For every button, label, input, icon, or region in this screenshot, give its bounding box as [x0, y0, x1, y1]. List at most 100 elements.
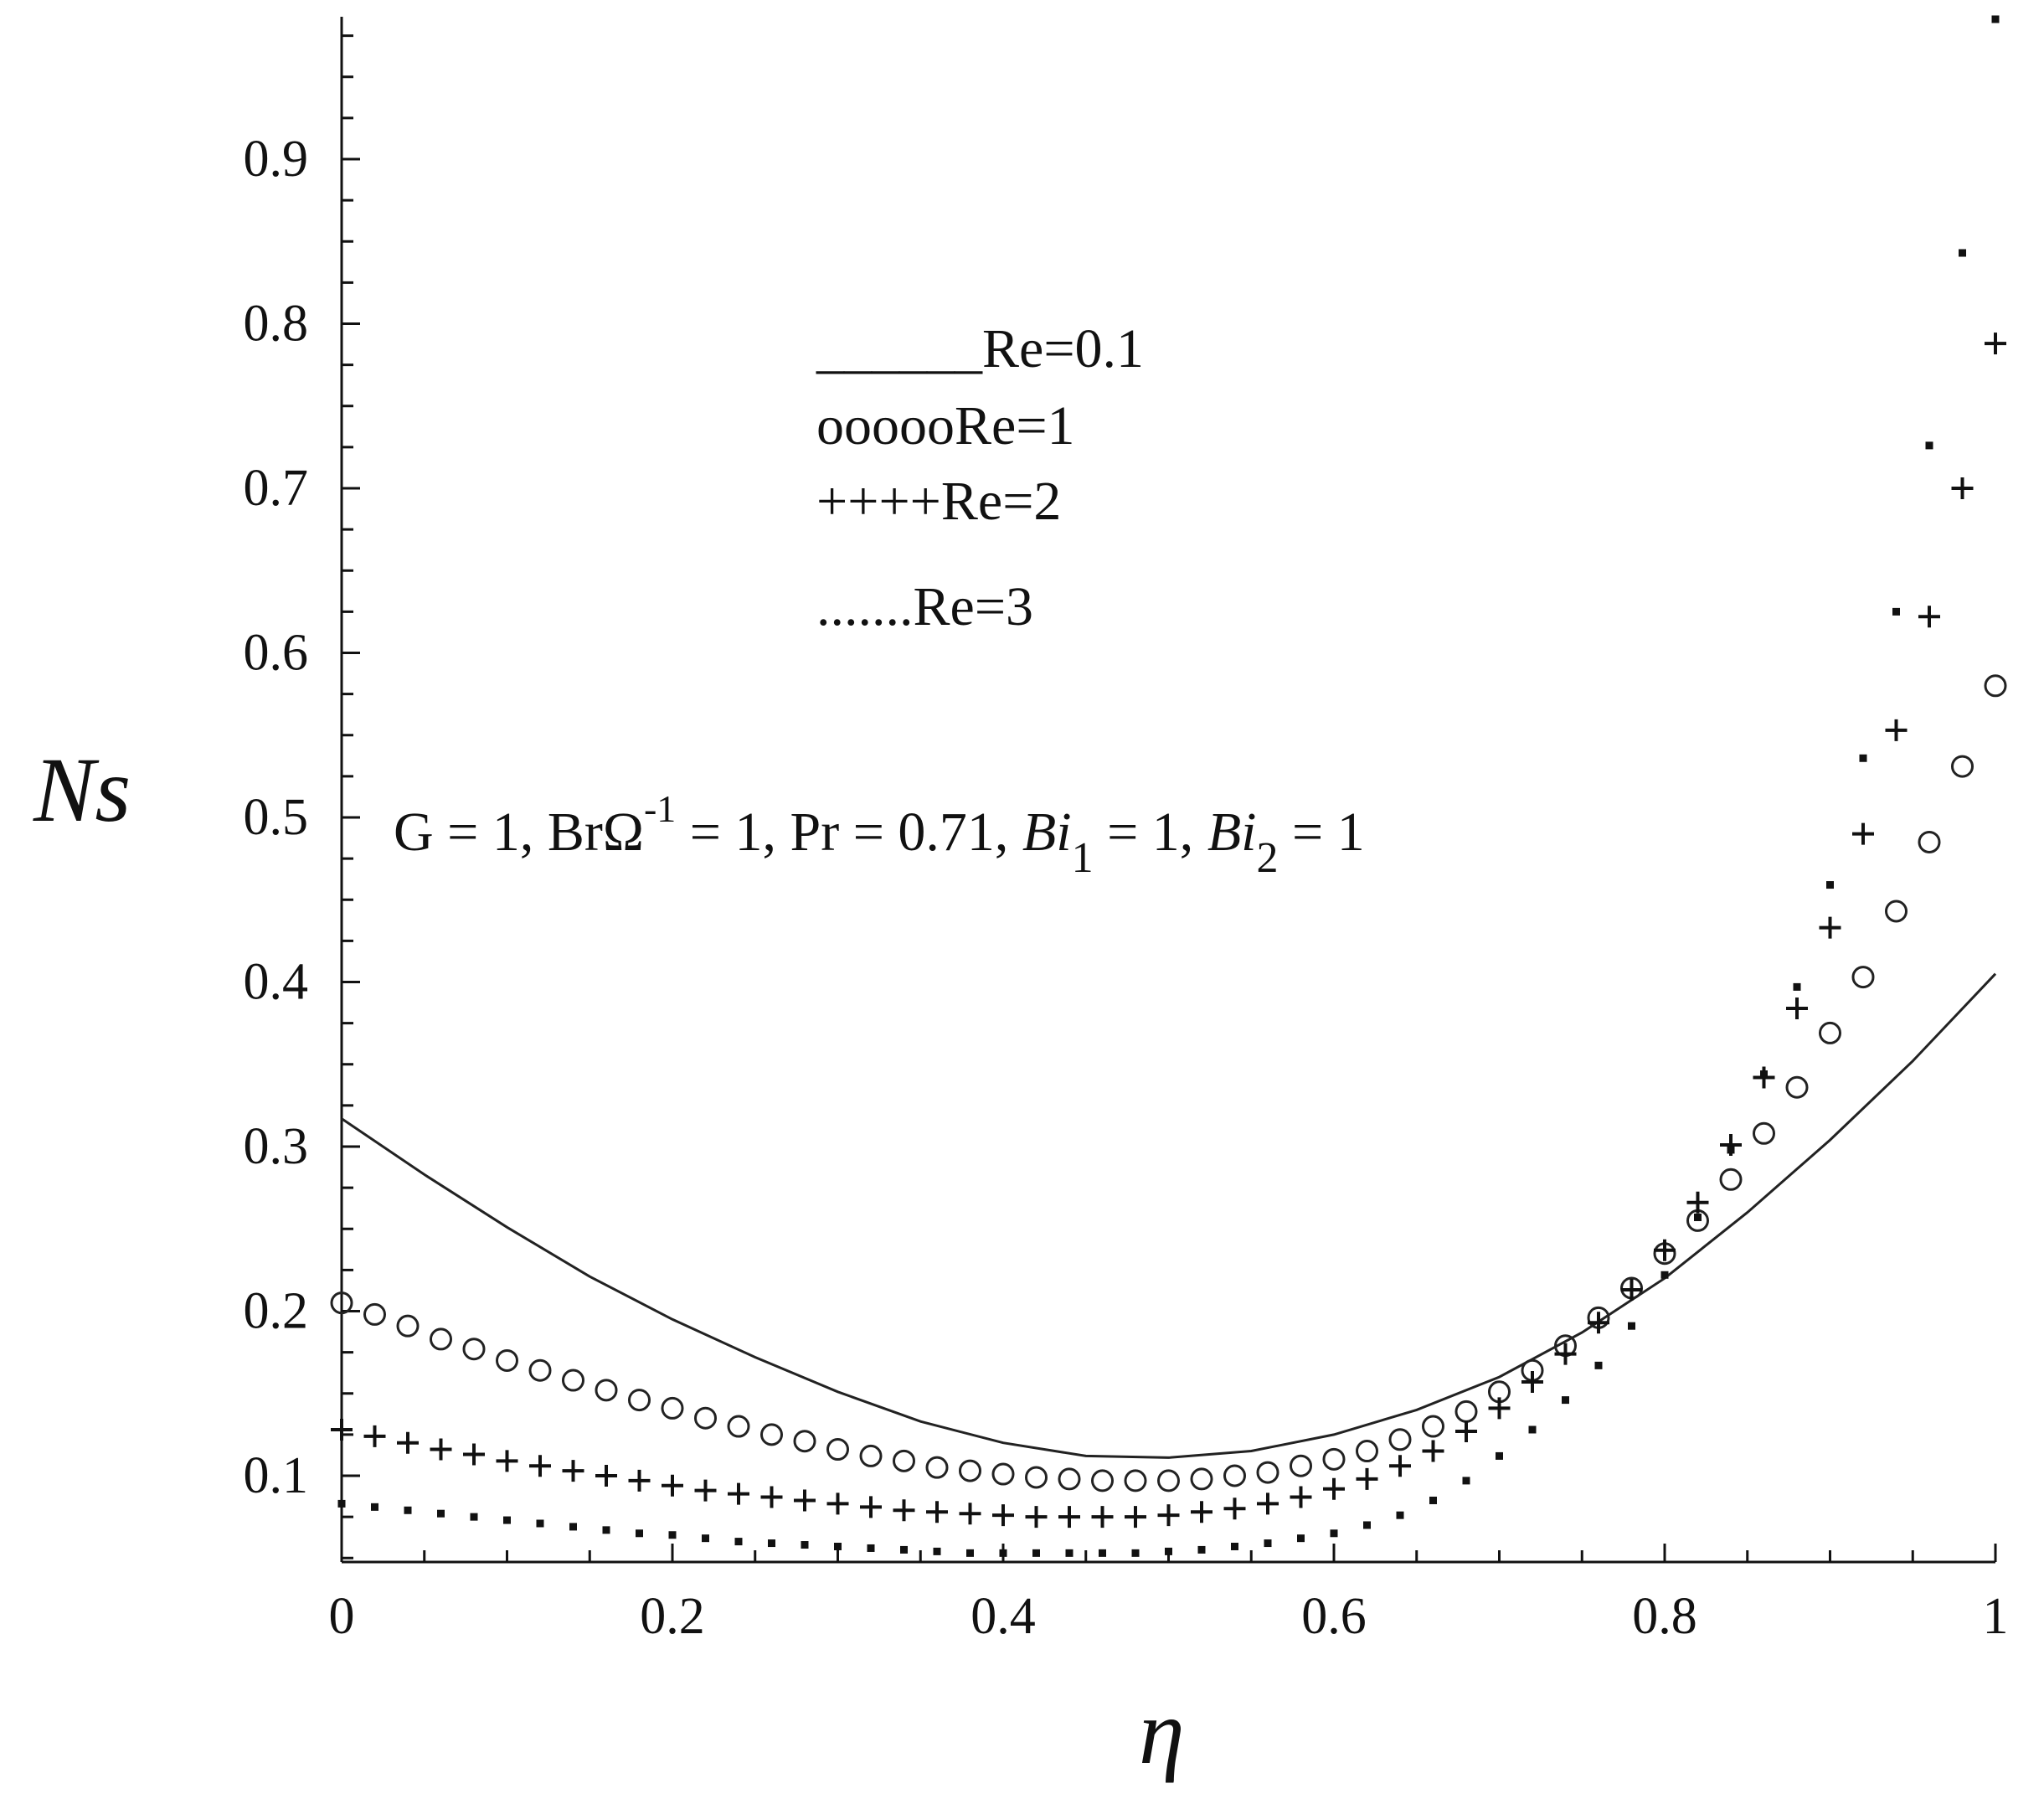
data-point	[1323, 1477, 1345, 1500]
data-point	[1363, 1521, 1371, 1529]
data-point	[463, 1443, 485, 1466]
data-point	[562, 1369, 584, 1392]
parameter-annotation: G = 1, BrΩ-1 = 1, Pr = 0.71, Bi1 = 1, Bi…	[394, 787, 1365, 882]
legend-entry-re-0-1: ______Re=0.1	[816, 318, 1144, 379]
data-point	[1620, 1278, 1643, 1301]
plot-area	[330, 15, 2007, 1557]
series-line	[341, 972, 1997, 1459]
data-point	[1554, 1343, 1577, 1365]
data-point	[1157, 1469, 1180, 1492]
data-point	[1396, 1511, 1404, 1519]
x-tick-label: 0.6	[1301, 1588, 1367, 1645]
x-tick-label: 0	[329, 1588, 355, 1645]
data-point	[1065, 1549, 1073, 1557]
data-point	[1223, 1464, 1246, 1487]
data-point	[371, 1503, 378, 1511]
data-point	[1025, 1466, 1048, 1489]
data-point	[1760, 1070, 1768, 1079]
data-point	[1091, 1506, 1114, 1529]
data-point	[1851, 966, 1875, 989]
data-point	[1793, 982, 1801, 991]
data-point	[1660, 1271, 1669, 1279]
data-point	[1190, 1467, 1213, 1491]
data-point	[602, 1526, 610, 1534]
data-point	[728, 1482, 749, 1505]
data-point	[760, 1423, 783, 1446]
data-point	[1852, 822, 1874, 845]
data-point	[1892, 607, 1900, 616]
data-point	[1422, 1440, 1444, 1462]
data-point	[760, 1486, 783, 1508]
data-point	[1454, 1400, 1478, 1423]
data-point	[893, 1499, 915, 1522]
data-point	[1422, 1415, 1444, 1438]
ticks: 0.1 0.2 0.3 0.4 0.5 0.6 0.7 0.8 0.9 0 0.2 0.4 0.6 0.8…	[244, 34, 2009, 1645]
data-point	[1521, 1370, 1543, 1393]
data-point	[569, 1523, 577, 1531]
data-point	[636, 1529, 643, 1538]
data-point	[404, 1506, 412, 1514]
data-point	[430, 1438, 452, 1461]
data-point	[1131, 1549, 1140, 1557]
x-tick-label: 1	[1983, 1588, 2009, 1645]
data-point	[1628, 1322, 1635, 1330]
data-point	[1753, 1121, 1775, 1145]
data-point	[1462, 1477, 1470, 1485]
data-point	[926, 1501, 948, 1523]
data-point	[1496, 1451, 1503, 1460]
data-point	[1025, 1506, 1048, 1529]
data-point	[826, 1492, 849, 1515]
data-point	[562, 1460, 584, 1482]
y-tick-label: 0.8	[244, 296, 309, 353]
data-point	[595, 1465, 617, 1487]
data-point	[1951, 477, 1974, 499]
data-point	[1819, 916, 1841, 939]
data-point	[1719, 1168, 1743, 1191]
data-point	[999, 1549, 1007, 1557]
data-point	[900, 1545, 908, 1554]
y-axis-title: Ns	[33, 739, 131, 841]
data-point	[860, 1496, 882, 1518]
data-point	[1297, 1534, 1305, 1543]
data-point	[1356, 1440, 1378, 1463]
axes	[340, 17, 1995, 1564]
data-point	[1959, 249, 1966, 257]
data-point	[1785, 1075, 1809, 1099]
data-point	[734, 1538, 743, 1546]
data-point	[1264, 1539, 1272, 1548]
y-tick-label: 0.5	[244, 789, 309, 846]
data-point	[1389, 1455, 1411, 1477]
data-point	[1197, 1545, 1206, 1554]
y-tick-label: 0.2	[244, 1283, 309, 1340]
series-re-1	[330, 674, 2007, 1492]
data-point	[1694, 1213, 1702, 1221]
data-point	[867, 1544, 875, 1552]
data-point	[496, 1450, 518, 1472]
legend-entry-re-1: oooooRe=1	[816, 395, 1075, 456]
data-point	[801, 1541, 809, 1549]
data-point	[1257, 1492, 1279, 1515]
data-point	[834, 1542, 842, 1550]
data-point	[1165, 1547, 1172, 1555]
data-point	[363, 1425, 386, 1447]
y-tick-label: 0.1	[244, 1447, 309, 1504]
data-point	[959, 1503, 981, 1525]
data-point	[1918, 606, 1940, 628]
data-point	[991, 1462, 1015, 1486]
data-point	[1951, 755, 1974, 778]
legend-entry-re-2: ++++Re=2	[816, 471, 1061, 532]
data-point	[1099, 1549, 1106, 1557]
data-point	[437, 1509, 445, 1518]
data-point	[1322, 1447, 1346, 1471]
series-re-3	[337, 15, 2000, 1557]
data-point	[1125, 1506, 1146, 1529]
data-point	[1727, 1146, 1735, 1154]
data-point	[462, 1338, 486, 1361]
x-axis-title: η	[1139, 1681, 1185, 1783]
data-point	[727, 1415, 750, 1438]
data-point	[1686, 1191, 1709, 1214]
data-point	[1091, 1469, 1114, 1492]
data-point	[1058, 1467, 1081, 1491]
data-point	[503, 1516, 511, 1524]
series-re-2	[331, 333, 2006, 1529]
